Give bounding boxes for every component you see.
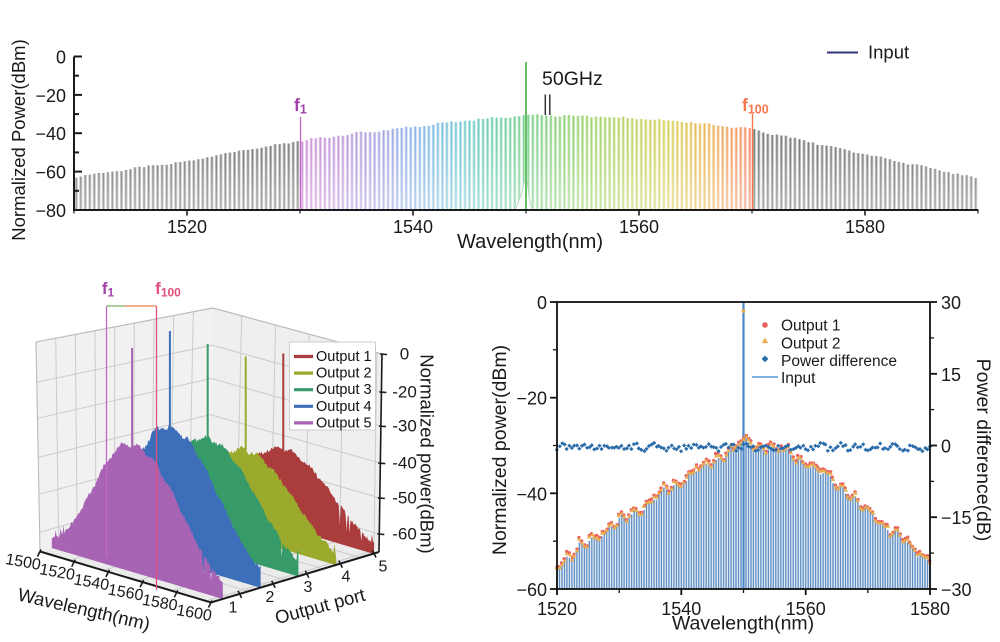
- svg-text:1560: 1560: [619, 217, 659, 237]
- svg-text:1500: 1500: [4, 551, 42, 574]
- svg-text:1560: 1560: [107, 582, 145, 605]
- svg-text:5: 5: [379, 559, 388, 576]
- svg-text:0: 0: [941, 437, 951, 457]
- svg-text:Output 1: Output 1: [316, 349, 372, 365]
- svg-text:Output 1: Output 1: [781, 318, 840, 335]
- svg-text:1540: 1540: [72, 571, 110, 594]
- svg-text:1540: 1540: [393, 217, 433, 237]
- svg-text:1600: 1600: [175, 602, 213, 625]
- svg-text:f1: f1: [294, 95, 307, 117]
- svg-text:Power difference: Power difference: [781, 353, 897, 370]
- svg-text:−40: −40: [516, 484, 547, 504]
- svg-text:−20: −20: [35, 86, 66, 106]
- svg-text:Output 5: Output 5: [316, 415, 372, 431]
- svg-text:1580: 1580: [910, 599, 950, 619]
- svg-text:-50: -50: [392, 489, 417, 508]
- svg-text:0: 0: [56, 48, 66, 68]
- svg-text:−20: −20: [516, 389, 547, 409]
- svg-text:1520: 1520: [537, 599, 577, 619]
- svg-text:50GHz: 50GHz: [542, 68, 603, 90]
- svg-text:−40: −40: [35, 124, 66, 144]
- svg-text:1580: 1580: [141, 592, 179, 615]
- svg-text:3: 3: [304, 579, 313, 596]
- svg-text:1520: 1520: [38, 561, 76, 584]
- svg-text:1540: 1540: [661, 599, 701, 619]
- svg-text:−15: −15: [941, 508, 972, 528]
- svg-text:Output port: Output port: [273, 584, 368, 628]
- svg-text:−30: −30: [941, 580, 972, 600]
- svg-text:1520: 1520: [167, 217, 207, 237]
- svg-text:-20: -20: [392, 383, 417, 402]
- svg-text:Input: Input: [781, 370, 816, 387]
- svg-text:0: 0: [537, 293, 547, 313]
- svg-text:2: 2: [266, 589, 275, 606]
- svg-text:−60: −60: [35, 163, 66, 183]
- svg-text:−60: −60: [516, 580, 547, 600]
- svg-text:Normalized power(dBm): Normalized power(dBm): [489, 345, 511, 555]
- svg-text:Power difference(dB): Power difference(dB): [972, 359, 994, 542]
- svg-text:1: 1: [229, 600, 238, 617]
- svg-text:Output 2: Output 2: [781, 336, 840, 353]
- svg-text:Normalized power(dBm): Normalized power(dBm): [417, 354, 438, 553]
- svg-text:-30: -30: [392, 417, 417, 436]
- svg-text:4: 4: [342, 569, 351, 586]
- svg-text:Input: Input: [868, 42, 909, 63]
- svg-text:f1: f1: [102, 279, 115, 300]
- svg-text:30: 30: [941, 293, 961, 313]
- svg-text:1580: 1580: [845, 217, 885, 237]
- svg-text:15: 15: [941, 365, 961, 385]
- svg-text:Wavelength(nm): Wavelength(nm): [672, 613, 814, 635]
- svg-text:Output 2: Output 2: [316, 366, 372, 382]
- svg-text:-60: -60: [392, 525, 417, 544]
- svg-text:Wavelength(nm): Wavelength(nm): [457, 231, 603, 253]
- svg-text:Output 4: Output 4: [316, 399, 372, 415]
- svg-text:0: 0: [400, 345, 409, 364]
- svg-text:1560: 1560: [786, 599, 826, 619]
- svg-text:f100: f100: [742, 95, 769, 117]
- svg-text:f100: f100: [155, 279, 181, 300]
- svg-text:−80: −80: [35, 201, 66, 221]
- svg-text:Normalized Power(dBm): Normalized Power(dBm): [8, 39, 29, 241]
- svg-text:-40: -40: [392, 454, 417, 473]
- svg-text:Output 3: Output 3: [316, 382, 372, 398]
